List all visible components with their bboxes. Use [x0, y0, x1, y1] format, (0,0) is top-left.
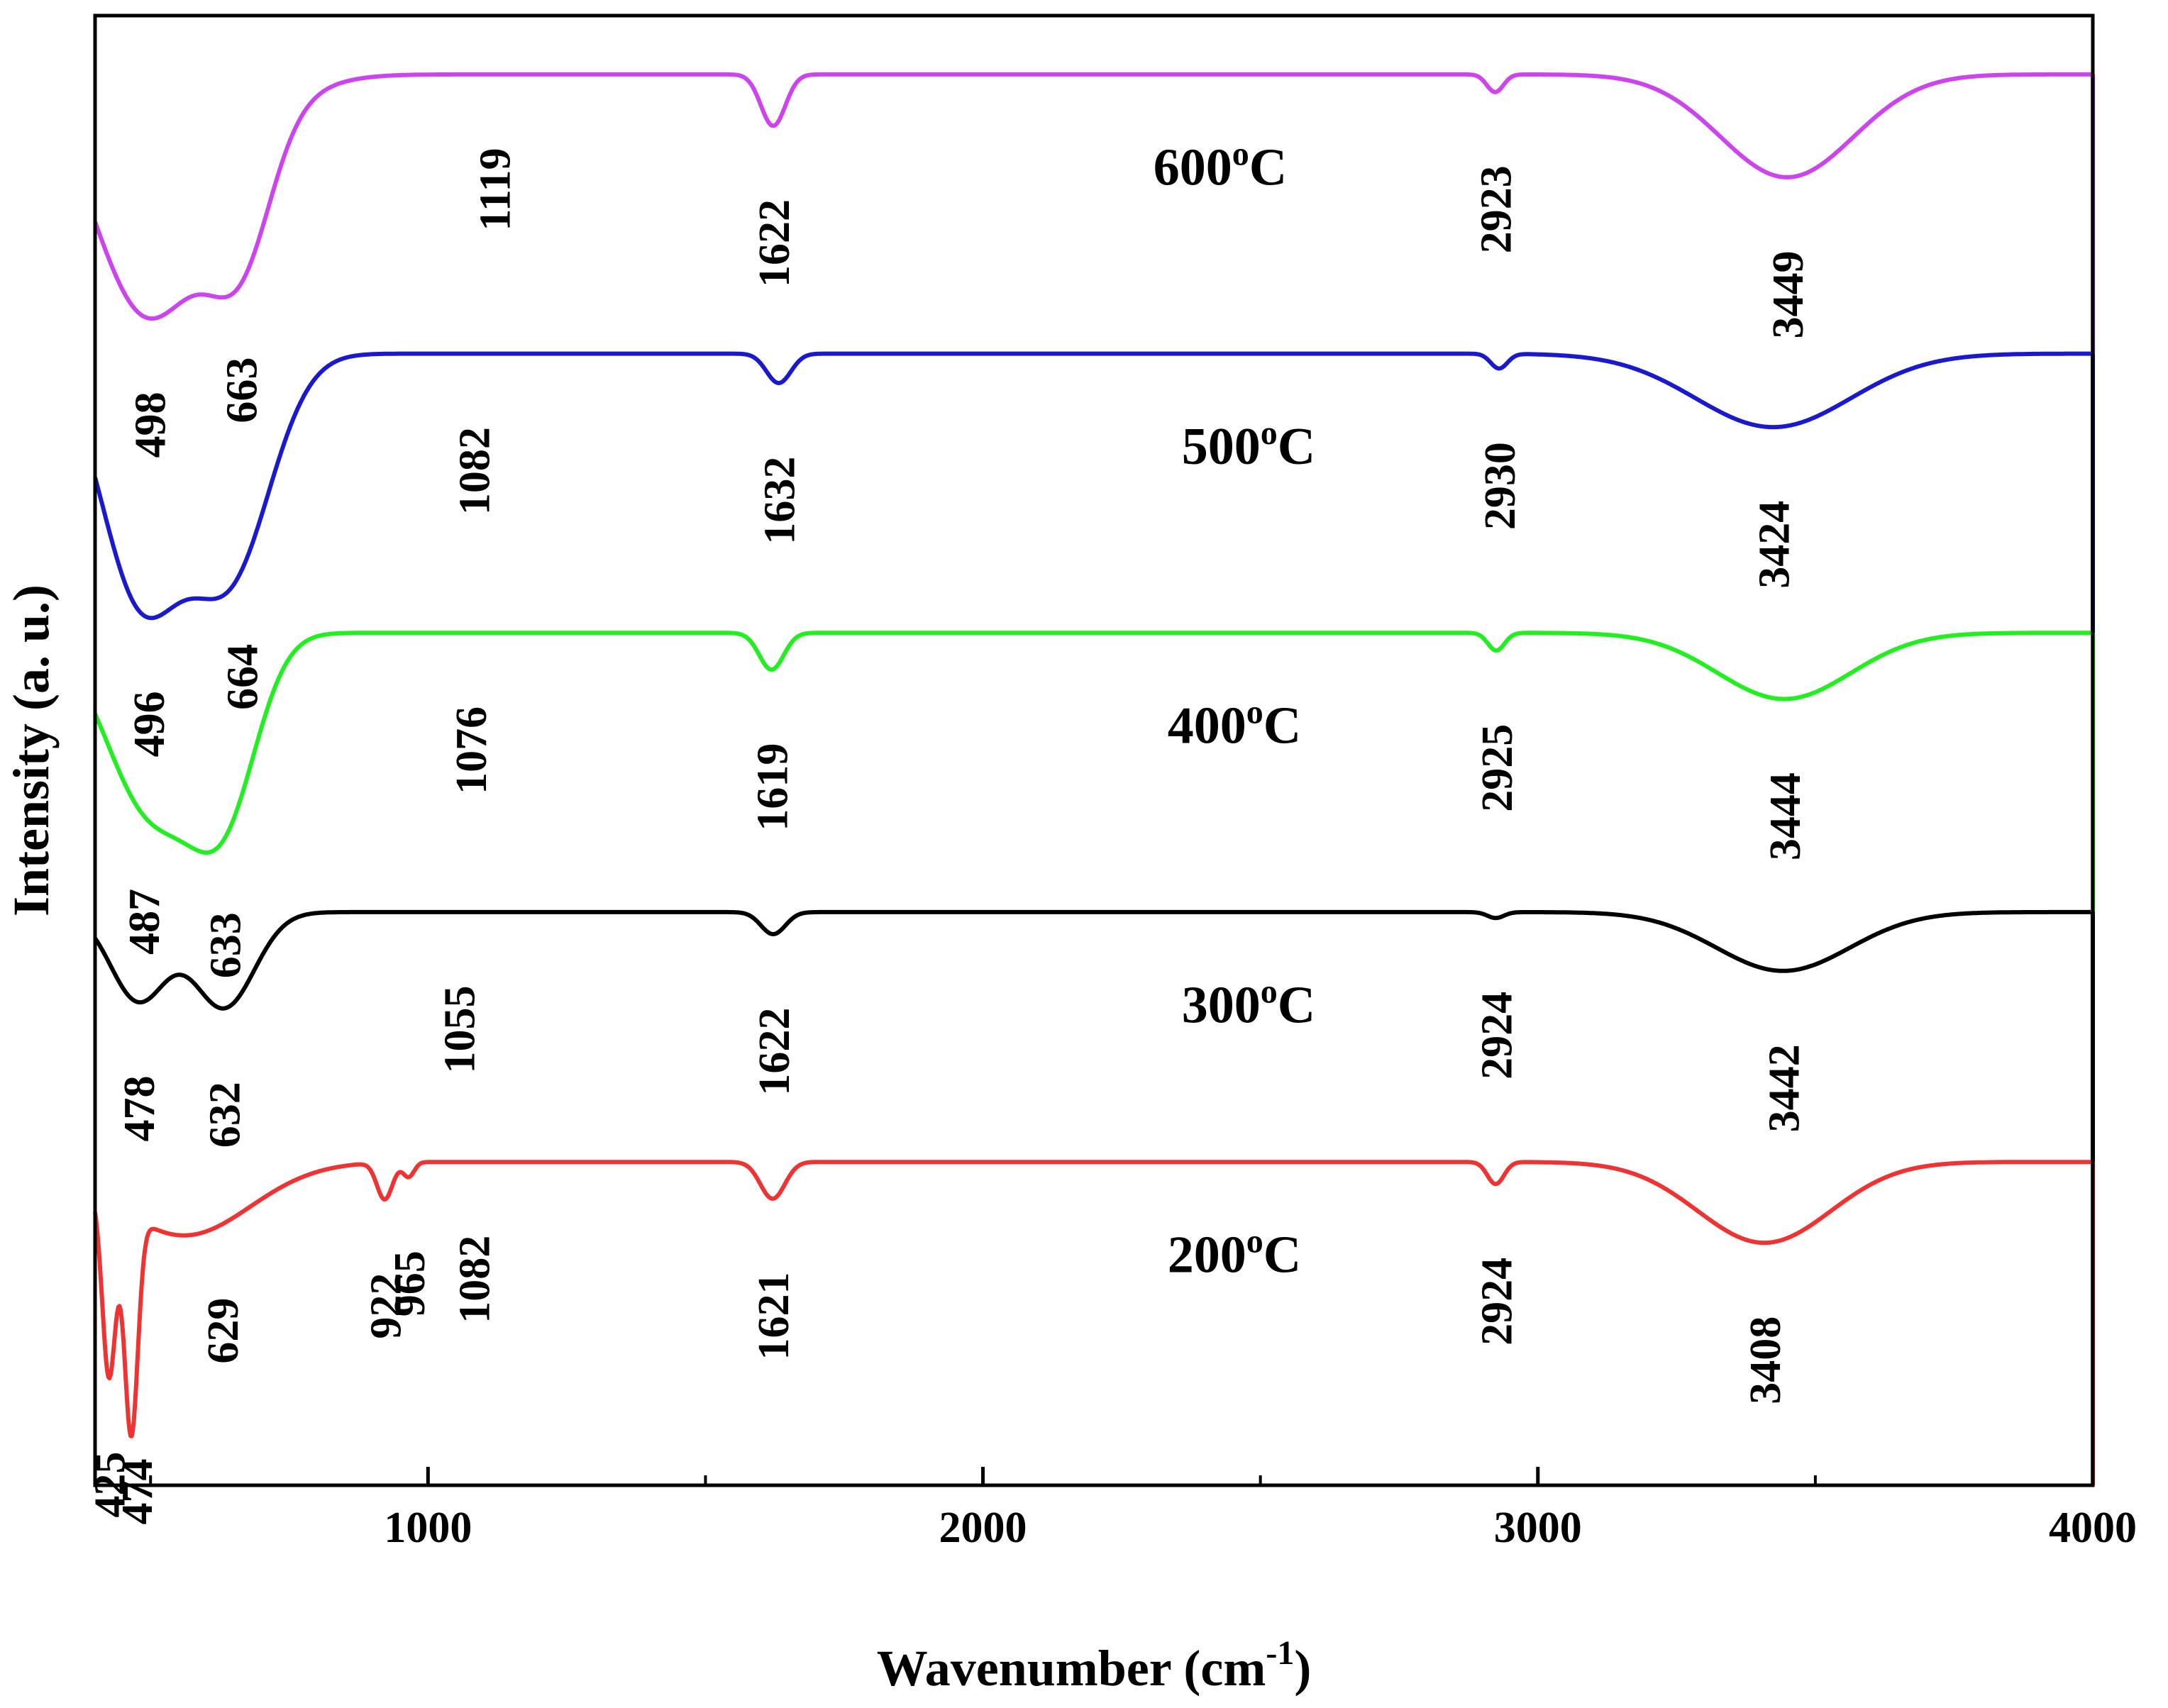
peak-label: 2925	[1473, 724, 1522, 812]
peak-label: 3442	[1761, 1044, 1809, 1132]
peak-label: 1119	[471, 148, 519, 231]
peak-label: 1619	[749, 743, 797, 831]
temperature-labels: 600oC 500oC 400oC 300oC 200oC	[1154, 135, 1315, 1284]
temperature-label: 600oC	[1154, 135, 1287, 196]
peak-label: 1082	[450, 1236, 499, 1324]
peak-label: 2924	[1473, 992, 1521, 1080]
peak-label: 474	[114, 1459, 162, 1525]
peak-label: 1632	[756, 457, 804, 545]
peak-label: 663	[219, 357, 267, 423]
peak-label: 633	[201, 912, 250, 978]
x-axis-ticks: 1000 2000 3000 4000	[149, 1467, 2137, 1552]
peak-label: 965	[386, 1250, 434, 1316]
temperature-label: 300oC	[1182, 972, 1315, 1034]
peak-label: 1621	[750, 1272, 798, 1360]
series-line-200	[93, 1160, 2094, 1438]
peak-label: 1622	[751, 199, 799, 287]
peak-label: 1622	[751, 1008, 799, 1096]
peak-label: 632	[201, 1082, 249, 1148]
series-line-600	[93, 72, 2094, 321]
peak-label: 629	[199, 1298, 248, 1364]
peak-label: 1055	[436, 986, 484, 1074]
x-tick-label: 2000	[939, 1504, 1027, 1552]
peak-label: 498	[127, 392, 175, 458]
peak-label: 2924	[1473, 1258, 1521, 1346]
x-axis-title: Wavenumber (cm-1)	[877, 1634, 1312, 1697]
series-line-300	[93, 909, 2094, 1011]
series-line-500	[93, 351, 2094, 621]
peak-label: 1082	[450, 427, 499, 515]
peak-label: 922	[362, 1273, 410, 1339]
x-tick-label: 4000	[2049, 1504, 2137, 1552]
peak-label: 496	[126, 691, 174, 757]
peak-label: 2930	[1476, 442, 1525, 530]
peak-label: 2923	[1473, 165, 1521, 253]
peak-label: 664	[219, 644, 267, 710]
series-line-400	[93, 631, 2094, 855]
x-tick-label: 3000	[1494, 1504, 1582, 1552]
temperature-label: 200oC	[1168, 1223, 1301, 1285]
plot-frame	[93, 13, 2095, 1487]
peak-label: 1076	[448, 706, 496, 794]
temperature-label: 500oC	[1182, 414, 1315, 476]
peak-label: 3449	[1764, 251, 1813, 339]
x-tick-label: 1000	[384, 1504, 472, 1552]
peak-label: 3424	[1750, 501, 1798, 589]
temperature-label: 400oC	[1168, 694, 1301, 755]
peak-label: 3408	[1742, 1316, 1790, 1404]
peak-label: 487	[121, 889, 169, 955]
y-axis-title: Intensity (a. u.)	[3, 584, 60, 916]
peak-label: 478	[116, 1076, 164, 1142]
peak-label: 3444	[1762, 772, 1810, 860]
